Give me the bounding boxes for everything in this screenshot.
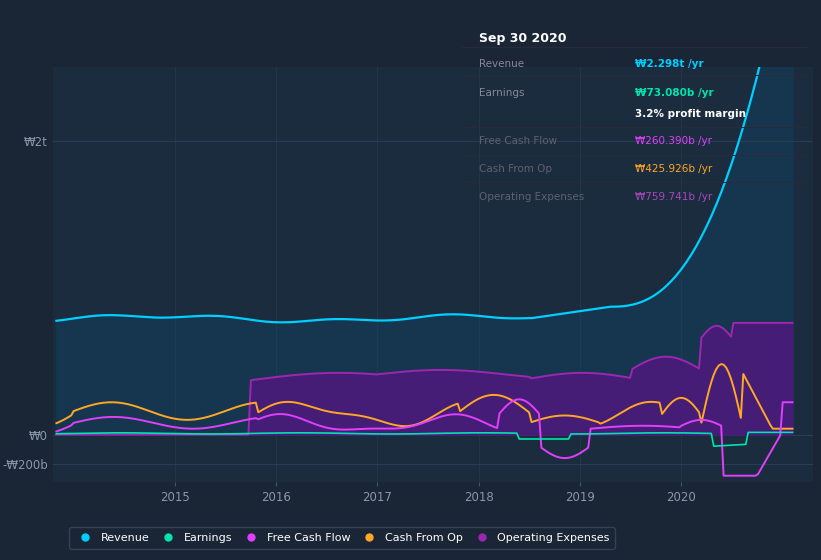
Text: ₩2.298t /yr: ₩2.298t /yr	[635, 59, 704, 69]
Text: ₩260.390b /yr: ₩260.390b /yr	[635, 136, 712, 146]
Text: Revenue: Revenue	[479, 59, 525, 69]
Text: Operating Expenses: Operating Expenses	[479, 193, 585, 202]
Text: Cash From Op: Cash From Op	[479, 164, 553, 174]
Text: Earnings: Earnings	[479, 88, 525, 98]
Text: ₩759.741b /yr: ₩759.741b /yr	[635, 193, 712, 202]
Text: Free Cash Flow: Free Cash Flow	[479, 136, 557, 146]
Text: ₩73.080b /yr: ₩73.080b /yr	[635, 88, 713, 98]
Text: 3.2% profit margin: 3.2% profit margin	[635, 109, 745, 119]
Text: Sep 30 2020: Sep 30 2020	[479, 32, 567, 45]
Text: ₩425.926b /yr: ₩425.926b /yr	[635, 164, 712, 174]
Legend: Revenue, Earnings, Free Cash Flow, Cash From Op, Operating Expenses: Revenue, Earnings, Free Cash Flow, Cash …	[69, 528, 615, 549]
